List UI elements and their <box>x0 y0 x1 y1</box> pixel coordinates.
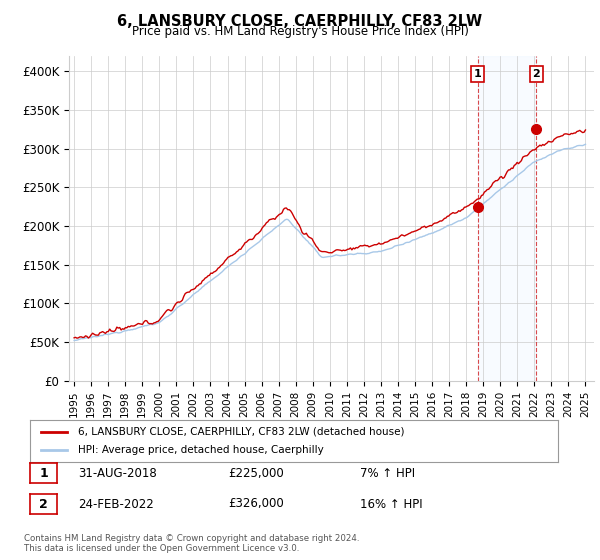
Text: 2: 2 <box>39 497 48 511</box>
Text: Contains HM Land Registry data © Crown copyright and database right 2024.
This d: Contains HM Land Registry data © Crown c… <box>24 534 359 553</box>
Bar <box>478 56 536 381</box>
Text: 1: 1 <box>473 69 481 79</box>
Text: £225,000: £225,000 <box>228 466 284 480</box>
Text: 6, LANSBURY CLOSE, CAERPHILLY, CF83 2LW (detached house): 6, LANSBURY CLOSE, CAERPHILLY, CF83 2LW … <box>77 427 404 437</box>
Text: 6, LANSBURY CLOSE, CAERPHILLY, CF83 2LW: 6, LANSBURY CLOSE, CAERPHILLY, CF83 2LW <box>118 14 482 29</box>
Text: 24-FEB-2022: 24-FEB-2022 <box>78 497 154 511</box>
Text: 16% ↑ HPI: 16% ↑ HPI <box>360 497 422 511</box>
Text: 2: 2 <box>533 69 541 79</box>
Text: 7% ↑ HPI: 7% ↑ HPI <box>360 466 415 480</box>
Text: 1: 1 <box>39 466 48 480</box>
Text: HPI: Average price, detached house, Caerphilly: HPI: Average price, detached house, Caer… <box>77 445 323 455</box>
Text: Price paid vs. HM Land Registry's House Price Index (HPI): Price paid vs. HM Land Registry's House … <box>131 25 469 38</box>
Text: 31-AUG-2018: 31-AUG-2018 <box>78 466 157 480</box>
Text: £326,000: £326,000 <box>228 497 284 511</box>
